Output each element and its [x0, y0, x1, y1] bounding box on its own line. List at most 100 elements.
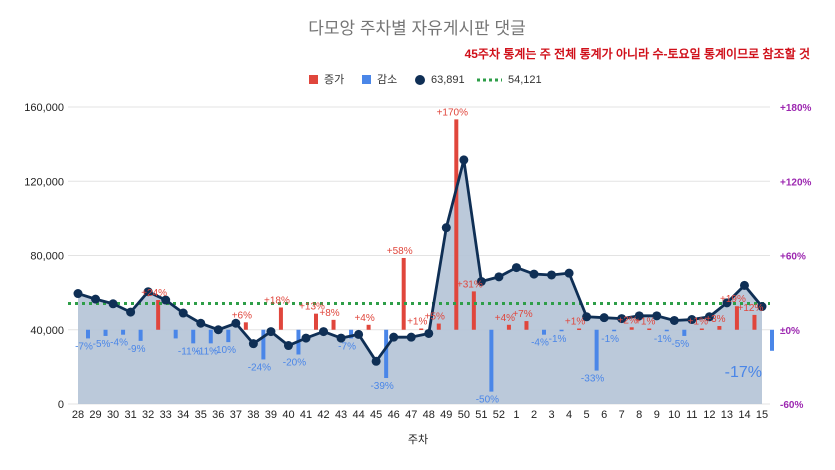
comment-series-line	[77, 158, 764, 363]
series-point	[704, 312, 714, 322]
x-tick-label: 7	[619, 409, 625, 421]
series-point	[389, 332, 399, 342]
decrease-label: -1%	[601, 334, 619, 345]
x-tick-label: 14	[738, 409, 750, 421]
comment-area-fill	[78, 159, 762, 404]
increase-label: +24%	[141, 288, 167, 299]
series-point	[582, 312, 592, 322]
decrease-bar	[191, 329, 196, 344]
increase-bar	[506, 324, 511, 330]
left-tick-label: 80,000	[30, 251, 64, 263]
legend-decrease-swatch	[362, 75, 371, 84]
increase-label: +12%	[738, 303, 764, 314]
right-tick-label: +120%	[780, 177, 812, 188]
series-point	[73, 289, 83, 299]
increase-label: +4%	[495, 313, 515, 324]
x-tick-label: 44	[352, 409, 364, 421]
series-point	[178, 308, 188, 318]
decrease-label: -24%	[248, 362, 271, 373]
decrease-label: -10%	[213, 345, 236, 356]
x-tick-label: 8	[636, 409, 642, 421]
decrease-bar	[261, 329, 266, 360]
series-point	[599, 313, 609, 323]
increase-bar	[752, 314, 757, 330]
legend-average-label: 54,121	[508, 74, 542, 86]
increase-label: +5%	[425, 312, 445, 323]
series-point	[459, 155, 469, 165]
decrease-label: -7%	[338, 341, 356, 352]
x-tick-label: 43	[335, 409, 347, 421]
x-tick-label: 33	[160, 409, 172, 421]
data-labels: -7% -5% -4%-9%+24%-11%-11%-10%+6%-24%+18%-…	[75, 107, 763, 405]
decrease-label: -4%	[110, 338, 128, 349]
series-point	[231, 318, 241, 328]
increase-bar	[699, 328, 704, 331]
decrease-bar	[138, 329, 143, 341]
series-point	[634, 311, 644, 321]
x-tick-label: 51	[475, 409, 487, 421]
x-tick-label: 2	[531, 409, 537, 421]
x-tick-label: 42	[317, 409, 329, 421]
legend-increase-label: 증가	[324, 73, 344, 86]
x-tick-label: 9	[654, 409, 660, 421]
decrease-bar	[349, 329, 354, 339]
x-axis-title: 주차	[408, 433, 428, 446]
series-point	[739, 280, 749, 290]
x-tick-label: 52	[493, 409, 505, 421]
decrease-label: -7%	[75, 341, 93, 352]
x-tick-label: 36	[212, 409, 224, 421]
series-point	[494, 272, 504, 282]
x-tick-label: 12	[703, 409, 715, 421]
x-tick-label: 15	[756, 409, 768, 421]
x-tick-label: 50	[458, 409, 470, 421]
increase-label: +13%	[299, 302, 325, 313]
series-point	[547, 270, 557, 280]
series-point	[424, 328, 434, 338]
increase-bar	[331, 319, 336, 330]
x-tick-label: 34	[177, 409, 189, 421]
x-tick-label: 6	[601, 409, 607, 421]
change-bars	[86, 119, 774, 392]
decrease-bar	[664, 329, 669, 332]
x-tick-label: 38	[247, 409, 259, 421]
series-points	[73, 155, 767, 366]
x-tick-label: 10	[668, 409, 680, 421]
series-point	[283, 341, 293, 351]
increase-label: +7%	[512, 309, 532, 320]
right-tick-label: +60%	[780, 252, 806, 263]
decrease-label: -1%	[549, 334, 567, 345]
increase-bar	[717, 326, 722, 330]
right-tick-label: +180%	[780, 103, 812, 114]
left-tick-label: 120,000	[24, 176, 64, 188]
series-point	[687, 315, 697, 325]
series-point	[108, 299, 118, 309]
decrease-label: -5%	[671, 339, 689, 350]
series-point	[196, 318, 206, 328]
increase-label: +18%	[264, 295, 290, 306]
increase-bar	[454, 119, 459, 330]
increase-label: +4%	[354, 313, 374, 324]
x-tick-label: 5	[584, 409, 590, 421]
decrease-bar	[770, 329, 774, 351]
series-point	[213, 325, 223, 335]
x-tick-label: 37	[230, 409, 242, 421]
left-tick-label: 160,000	[24, 102, 64, 114]
x-tick-label: 32	[142, 409, 154, 421]
decrease-bar	[86, 329, 90, 339]
increase-label: +6%	[232, 310, 252, 321]
series-point	[511, 263, 521, 273]
decrease-bar	[173, 329, 178, 339]
increase-bar	[647, 328, 652, 331]
decrease-label: -1%	[654, 334, 672, 345]
increase-bar	[629, 327, 634, 330]
series-point	[143, 287, 153, 297]
right-tick-label: ±0%	[780, 326, 800, 337]
x-tick-label: 48	[423, 409, 435, 421]
x-tick-label: 30	[107, 409, 119, 421]
x-tick-label: 11	[686, 409, 697, 421]
decrease-label: -11%	[195, 346, 218, 357]
x-tick-label: 31	[124, 409, 136, 421]
decrease-label: -33%	[581, 374, 604, 385]
increase-bar	[471, 291, 476, 330]
